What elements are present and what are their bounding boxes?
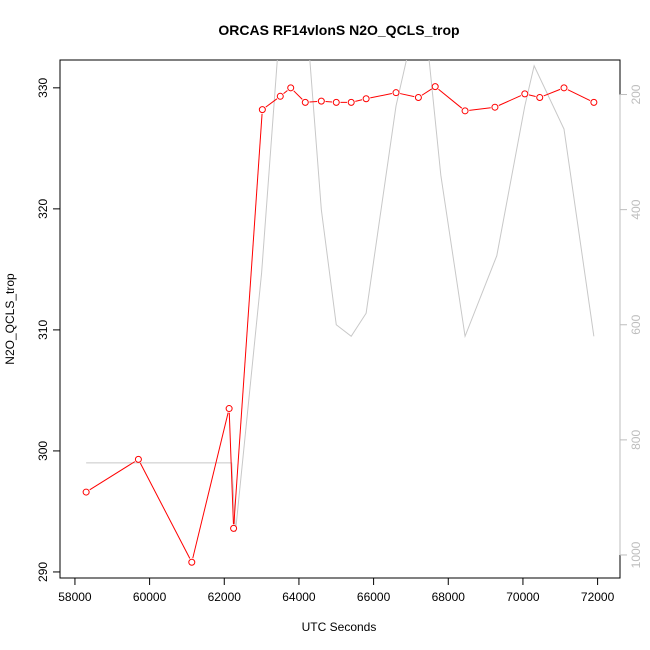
series-n2o-segment [421,88,432,96]
series-n2o-segment [438,88,463,109]
series-n2o-point [491,103,499,111]
y-axis-title: N2O_QCLS_trop [3,273,17,365]
series-n2o-point [362,95,370,103]
x-tick-label: 64000 [282,590,316,604]
y-tick-label: 320 [36,199,50,219]
series-n2o-segment [233,113,263,525]
y2-tick-label: 1000 [629,541,643,568]
series-pressure-layer [86,60,595,533]
series-n2o-point [258,106,266,114]
series-n2o-segment [192,412,229,559]
x-tick-label: 58000 [58,590,92,604]
series-n2o-point [301,98,309,106]
series-n2o-point [317,97,325,105]
series-n2o-segment [543,88,561,97]
series-n2o-point [287,84,295,92]
series-n2o-segment [469,107,491,111]
x-axis-title: UTC Seconds [302,620,377,634]
series-n2o-layer [82,83,598,566]
series-n2o-segment [293,90,303,100]
series-n2o-point [82,488,90,496]
series-n2o-segment [283,90,288,95]
y-tick-label: 300 [36,441,50,461]
series-pressure-line [86,60,595,533]
series-n2o-segment [567,89,591,101]
series-n2o-point [392,89,400,97]
series-n2o-point [276,92,284,100]
y2-tick-label: 200 [629,84,643,104]
x-axis: 58000 60000 62000 64000 66000 68000 70000 72000 [58,577,615,604]
series-n2o-point [560,84,568,92]
series-n2o-point [461,107,469,115]
series-n2o-segment [309,100,318,103]
series-n2o-point [230,524,238,532]
series-n2o-segment [528,94,536,98]
series-n2o-segment [89,461,136,491]
y2-tick-label: 600 [629,314,643,334]
y-tick-label: 330 [36,78,50,98]
series-n2o-point [414,94,422,102]
y2-tick-label: 400 [629,199,643,219]
y-axis-left: 290 300 310 320 330 [36,78,61,582]
x-tick-label: 60000 [133,590,167,604]
series-n2o-point [536,94,544,102]
y-axis-right: 200 400 600 800 1000 [619,84,643,568]
x-tick-label: 68000 [432,590,466,604]
series-n2o-segment [370,93,392,99]
series-n2o-segment [355,99,363,102]
x-tick-label: 66000 [357,590,391,604]
y-tick-label: 290 [36,562,50,582]
y2-tick-label: 800 [629,430,643,450]
series-n2o-segment [228,412,234,525]
x-tick-label: 62000 [208,590,242,604]
series-n2o-segment [325,100,333,103]
y-tick-label: 310 [36,320,50,340]
x-tick-label: 70000 [506,590,540,604]
series-n2o-segment [399,93,415,98]
series-n2o-point [431,83,439,91]
series-n2o-segment [265,98,278,108]
series-n2o-segment [498,95,522,106]
x-tick-label: 72000 [581,590,615,604]
series-n2o-point [590,98,598,106]
series-n2o-segment [139,462,191,559]
series-n2o-point [332,98,340,106]
series-n2o-point [188,558,196,566]
series-n2o-point [521,90,529,98]
chart-title: ORCAS RF14vlonS N2O_QCLS_trop [218,22,459,38]
series-n2o-point [225,405,233,413]
series-n2o-point [347,98,355,106]
series-n2o-point [134,455,142,463]
plot-frame [59,59,621,579]
